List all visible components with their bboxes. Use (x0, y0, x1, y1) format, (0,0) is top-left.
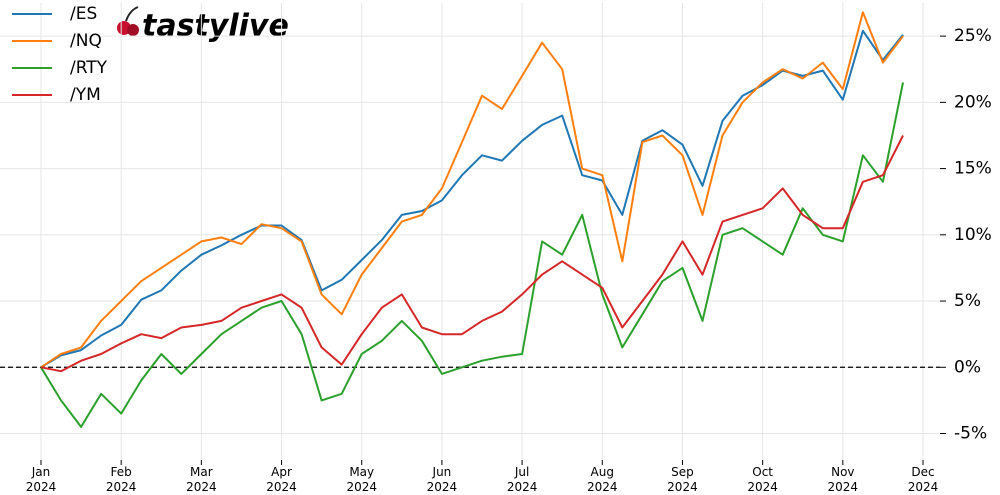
grid (0, 3, 940, 460)
logo-cherry (127, 24, 139, 36)
y-tick-label: 0% (954, 357, 981, 377)
line-series (40, 135, 904, 373)
x-tick-label: Apr 2024 (266, 465, 297, 494)
x-tick-label: May 2024 (346, 465, 377, 494)
y-tick-label: 20% (954, 92, 992, 112)
line-series (40, 29, 904, 369)
x-tick-label: Aug 2024 (587, 465, 618, 494)
x-tick-label: Sep 2024 (667, 465, 698, 494)
legend-label: /NQ (70, 31, 102, 51)
logo-text: tastylive (142, 9, 289, 44)
x-tick-label: Oct 2024 (747, 465, 778, 494)
y-tick-label: -5% (954, 424, 987, 444)
y-tick-label: 10% (954, 225, 992, 245)
x-tick-label: Jan 2024 (26, 465, 57, 494)
legend-label: /ES (70, 4, 97, 24)
x-tick-label: Feb 2024 (106, 465, 137, 494)
x-tick-label: Nov 2024 (828, 465, 859, 494)
x-tick-label: Jul 2024 (507, 465, 538, 494)
x-tick-label: Mar 2024 (186, 465, 217, 494)
legend-label: /YM (70, 85, 101, 105)
x-tick-label: Jun 2024 (427, 465, 458, 494)
y-tick-label: 5% (954, 291, 981, 311)
legend-label: /RTY (70, 58, 108, 78)
y-tick-label: 25% (954, 26, 992, 46)
x-tick-label: Dec 2024 (908, 465, 939, 494)
line-series (40, 82, 904, 428)
logo-stem (125, 6, 139, 22)
logo: tastylive (117, 6, 289, 44)
y-tick-label: 15% (954, 159, 992, 179)
plot (0, 11, 940, 428)
line-series (40, 11, 904, 369)
